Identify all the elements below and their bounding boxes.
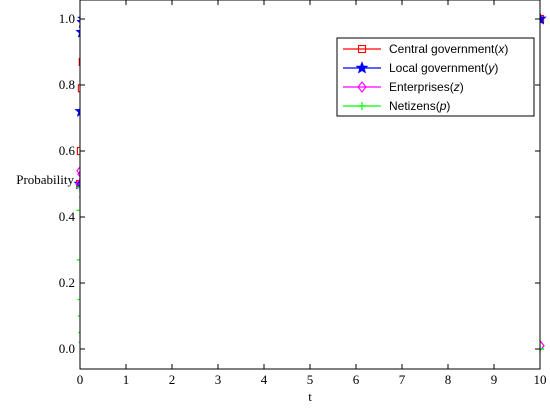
legend-label-main: Netizens( <box>389 99 440 113</box>
x-tick-label: 3 <box>215 372 222 387</box>
legend-label-var: p <box>439 99 447 113</box>
legend-item: Netizens(p) <box>343 99 450 113</box>
x-tick-label: 4 <box>261 372 268 387</box>
legend-item: Enterprises(z) <box>343 80 464 94</box>
legend-label-main: Central government( <box>389 42 498 56</box>
x-tick-label: 10 <box>534 372 547 387</box>
legend-label-main: Enterprises( <box>389 80 454 94</box>
legend-label: Central government(x) <box>389 42 508 56</box>
legend-item: Central government(x) <box>343 42 508 56</box>
x-tick-label: 1 <box>123 372 130 387</box>
x-tick-label: 7 <box>399 372 406 387</box>
x-tick-label: 8 <box>445 372 452 387</box>
legend-label-close: ) <box>504 42 508 56</box>
y-tick-label: 1.0 <box>59 11 75 26</box>
legend-label-var: y <box>487 61 495 75</box>
y-tick-label: 0.6 <box>59 143 76 158</box>
legend: Central government(x)Local government(y)… <box>336 37 535 117</box>
y-axis-title: Probability <box>16 172 74 187</box>
x-axis-title: t <box>308 389 312 404</box>
x-tick-label: 0 <box>77 372 84 387</box>
y-tick-label: 0.8 <box>59 77 75 92</box>
y-tick-label: 0.4 <box>59 209 76 224</box>
legend-marker <box>357 44 367 54</box>
legend-label-close: ) <box>494 61 498 75</box>
legend-label-var: x <box>497 42 505 56</box>
legend-label-main: Local government( <box>389 61 488 75</box>
legend-marker <box>357 81 367 93</box>
legend-label-close: ) <box>460 80 464 94</box>
x-tick-label: 5 <box>307 372 314 387</box>
legend-marker <box>355 61 369 74</box>
legend-label: Netizens(p) <box>389 99 450 113</box>
y-tick-label: 0.0 <box>59 341 75 356</box>
legend-item: Local government(y) <box>343 61 498 75</box>
x-tick-label: 6 <box>353 372 360 387</box>
legend-marker <box>358 102 366 110</box>
x-tick-label: 9 <box>491 372 498 387</box>
legend-label-close: ) <box>446 99 450 113</box>
y-tick-label: 0.2 <box>59 275 75 290</box>
legend-box <box>336 37 535 117</box>
legend-label-var: z <box>453 80 460 94</box>
legend-label: Local government(y) <box>389 61 498 75</box>
legend-label: Enterprises(z) <box>389 80 464 94</box>
x-tick-label: 2 <box>169 372 176 387</box>
